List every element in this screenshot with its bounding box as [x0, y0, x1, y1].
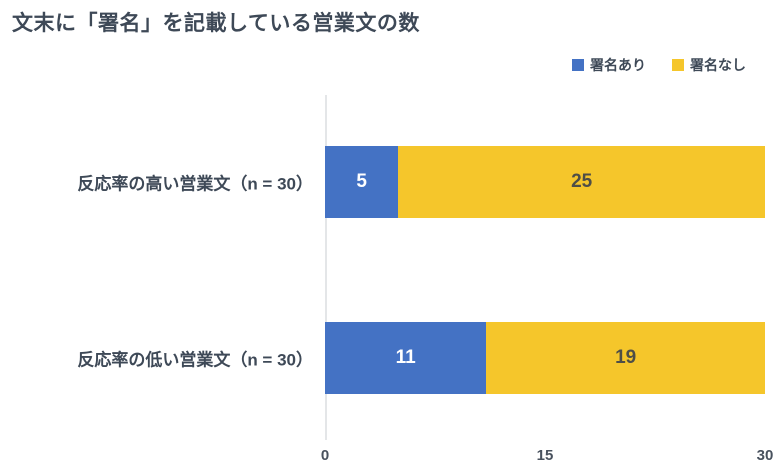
legend-label-signature-no: 署名なし [690, 57, 746, 73]
legend-item-signature-yes: 署名あり [572, 55, 646, 75]
bar-segment-signature-no: 19 [486, 322, 765, 394]
zero-axis-gridline [325, 95, 327, 440]
legend-swatch-blue-icon [572, 59, 584, 71]
legend: 署名あり 署名なし [572, 55, 746, 75]
legend-label-signature-yes: 署名あり [590, 57, 646, 73]
bar-row-high-response: 5 25 [325, 146, 765, 218]
x-axis-tick-0: 0 [320, 447, 330, 464]
bar-segment-signature-yes: 11 [325, 322, 487, 394]
x-axis-tick-15: 15 [536, 447, 554, 464]
x-axis-tick-30: 30 [756, 447, 774, 464]
category-label-low-response: 反応率の低い営業文（n = 30） [77, 350, 313, 370]
bar-row-low-response: 11 19 [325, 322, 765, 394]
bar-segment-signature-no: 25 [398, 146, 765, 218]
category-label-high-response: 反応率の高い営業文（n = 30） [77, 174, 313, 194]
chart-title: 文末に「署名」を記載している営業文の数 [12, 12, 420, 35]
plot-area: 5 25 11 19 [325, 95, 765, 440]
bar-segment-signature-yes: 5 [325, 146, 399, 218]
legend-swatch-yellow-icon [672, 59, 684, 71]
legend-item-signature-no: 署名なし [672, 55, 746, 75]
